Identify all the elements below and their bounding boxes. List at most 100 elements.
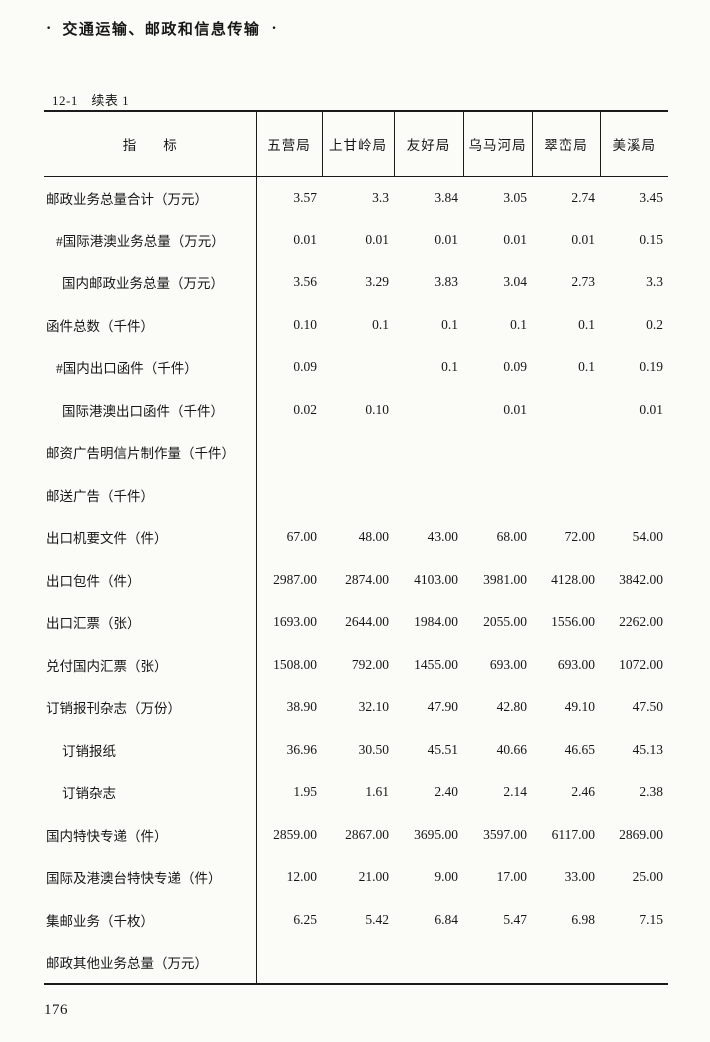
cell-value bbox=[463, 941, 532, 984]
table-row: 函件总数（千件） 0.10 0.1 0.1 0.1 0.1 0.2 bbox=[44, 303, 668, 346]
table-row: 国际港澳出口函件（千件） 0.02 0.10 0.01 0.01 bbox=[44, 388, 668, 432]
table-row: 邮送广告（千件） bbox=[44, 473, 668, 517]
left-bullet-icon: · bbox=[46, 19, 52, 37]
table-row: 出口包件（件） 2987.00 2874.00 4103.00 3981.00 4128.… bbox=[44, 558, 668, 601]
cell-value: 0.10 bbox=[365, 401, 389, 417]
table-row: #国内出口函件（千件） 0.09 0.1 0.09 0.1 0.19 bbox=[44, 346, 668, 389]
cell-value: 45.51 bbox=[427, 741, 458, 757]
cell-value: 3695.00 bbox=[414, 826, 458, 842]
cell-value: 6.25 bbox=[293, 911, 317, 927]
cell-value: 3842.00 bbox=[619, 571, 663, 587]
cell-value: 7.15 bbox=[639, 911, 663, 927]
row-indicator-label: 出口包件（件） bbox=[44, 558, 257, 601]
cell-value bbox=[600, 941, 668, 984]
cell-value: 0.01 bbox=[571, 231, 595, 247]
cell-value: 40.66 bbox=[496, 741, 527, 757]
cell-value: 2.46 bbox=[571, 784, 595, 800]
cell-value: 0.1 bbox=[372, 316, 389, 332]
cell-value: 2.14 bbox=[503, 784, 527, 800]
cell-value: 9.00 bbox=[434, 869, 458, 885]
cell-value: 3.83 bbox=[434, 274, 458, 290]
table-row: 出口汇票（张） 1693.00 2644.00 1984.00 2055.00 1556.… bbox=[44, 601, 668, 644]
cell-value: 3.57 bbox=[293, 189, 317, 205]
cell-value bbox=[600, 474, 668, 517]
cell-value: 5.42 bbox=[365, 911, 389, 927]
cell-value: 68.00 bbox=[496, 529, 527, 545]
cell-value: 0.1 bbox=[510, 316, 527, 332]
cell-value: 2.73 bbox=[571, 274, 595, 290]
cell-value: 3.04 bbox=[503, 274, 527, 290]
bureau-column-header: 美溪局 bbox=[600, 111, 668, 177]
cell-value: 0.09 bbox=[503, 359, 527, 375]
cell-value: 2.38 bbox=[639, 784, 663, 800]
table-row: 出口机要文件（件） 67.00 48.00 43.00 68.00 72.00 54.00 bbox=[44, 516, 668, 559]
cell-value: 0.10 bbox=[293, 316, 317, 332]
cell-value: 4103.00 bbox=[414, 571, 458, 587]
cell-value: 2867.00 bbox=[345, 826, 389, 842]
page-number: 176 bbox=[44, 1002, 68, 1018]
cell-value: 693.00 bbox=[489, 656, 527, 672]
bureau-column-header: 五营局 bbox=[256, 111, 323, 177]
table-row: 邮资广告明信片制作量（千件） bbox=[44, 431, 668, 474]
cell-value bbox=[256, 431, 322, 474]
cell-value: 3.84 bbox=[434, 189, 458, 205]
cell-value: 2262.00 bbox=[619, 614, 663, 630]
cell-value bbox=[394, 389, 463, 432]
cell-value bbox=[322, 474, 394, 517]
cell-value: 0.1 bbox=[441, 316, 458, 332]
cell-value: 3981.00 bbox=[483, 571, 527, 587]
row-indicator-label: 订销报刊杂志（万份） bbox=[44, 686, 257, 729]
cell-value bbox=[532, 389, 600, 432]
cell-value: 1508.00 bbox=[273, 656, 317, 672]
row-indicator-label: 兑付国内汇票（张） bbox=[44, 643, 257, 686]
cell-value: 2.40 bbox=[434, 784, 458, 800]
cell-value: 43.00 bbox=[427, 529, 458, 545]
cell-value bbox=[256, 474, 322, 517]
row-indicator-label: 国内特快专递（件） bbox=[44, 813, 257, 856]
row-indicator-label: 国内邮政业务总量（万元） bbox=[44, 261, 257, 304]
bureau-column-header: 友好局 bbox=[394, 111, 464, 177]
row-indicator-label: 邮送广告（千件） bbox=[44, 473, 257, 516]
cell-value: 3.05 bbox=[503, 189, 527, 205]
cell-value: 3.45 bbox=[639, 189, 663, 205]
row-indicator-label: 邮政业务总量合计（万元） bbox=[44, 176, 257, 219]
cell-value bbox=[322, 431, 394, 474]
bureau-column-header: 翠峦局 bbox=[532, 111, 601, 177]
cell-value: 1984.00 bbox=[414, 614, 458, 630]
cell-value: 0.2 bbox=[646, 316, 663, 332]
row-indicator-label: 国际港澳出口函件（千件） bbox=[44, 388, 257, 431]
cell-value: 1693.00 bbox=[273, 614, 317, 630]
cell-value: 3597.00 bbox=[483, 826, 527, 842]
row-indicator-label: 国际及港澳台特快专递（件） bbox=[44, 856, 257, 899]
cell-value bbox=[532, 431, 600, 474]
cell-value: 1.61 bbox=[365, 784, 389, 800]
cell-value: 2987.00 bbox=[273, 571, 317, 587]
cell-value: 6.98 bbox=[571, 911, 595, 927]
cell-value: 48.00 bbox=[358, 529, 389, 545]
cell-value: 6117.00 bbox=[551, 826, 595, 842]
cell-value bbox=[256, 941, 322, 984]
cell-value: 49.10 bbox=[564, 699, 595, 715]
cell-value: 0.01 bbox=[503, 231, 527, 247]
cell-value: 0.1 bbox=[578, 359, 595, 375]
table-row: #国际港澳业务总量（万元） 0.01 0.01 0.01 0.01 0.01 0.15 bbox=[44, 218, 668, 261]
cell-value: 0.09 bbox=[293, 359, 317, 375]
cell-value: 0.1 bbox=[578, 316, 595, 332]
cell-value: 4128.00 bbox=[551, 571, 595, 587]
table-row: 邮政业务总量合计（万元） 3.57 3.3 3.84 3.05 2.74 3.45 bbox=[44, 176, 668, 219]
table-row: 集邮业务（千枚） 6.25 5.42 6.84 5.47 6.98 7.15 bbox=[44, 898, 668, 941]
statistics-table: 指 标 五营局 上甘岭局 友好局 乌马河局 翠峦局 美溪局 邮政业务总量合计（万元） 3.5… bbox=[44, 110, 668, 985]
cell-value: 2055.00 bbox=[483, 614, 527, 630]
cell-value: 32.10 bbox=[358, 699, 389, 715]
cell-value bbox=[532, 941, 600, 984]
cell-value: 1.95 bbox=[293, 784, 317, 800]
cell-value: 33.00 bbox=[564, 869, 595, 885]
cell-value bbox=[322, 346, 394, 389]
cell-value: 3.3 bbox=[646, 274, 663, 290]
cell-value: 17.00 bbox=[496, 869, 527, 885]
row-indicator-label: #国际港澳业务总量（万元） bbox=[44, 218, 257, 261]
cell-value: 47.50 bbox=[632, 699, 663, 715]
cell-value: 0.15 bbox=[639, 231, 663, 247]
cell-value: 0.01 bbox=[293, 231, 317, 247]
